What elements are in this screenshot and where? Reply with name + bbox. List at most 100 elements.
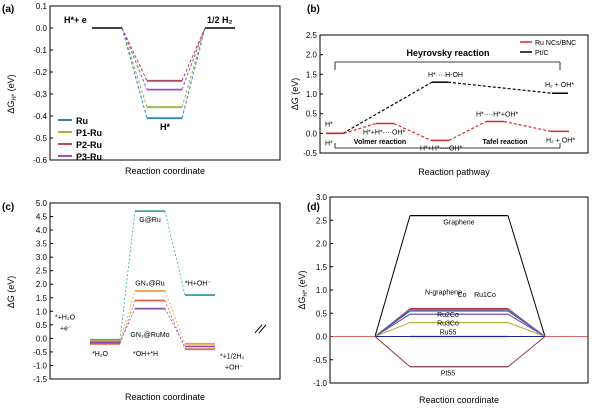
- connector-ptc: [447, 81, 553, 94]
- panel-label-a: (a): [2, 4, 14, 15]
- connector-Ru3Co: [507, 322, 546, 337]
- series-label: N-graphene: [425, 290, 462, 297]
- connector-Ru: [181, 27, 206, 119]
- chart-title: Heyrovsky reaction: [406, 48, 489, 58]
- connector: [164, 308, 186, 347]
- connector-P3-Ru: [121, 27, 148, 90]
- state-label: H₂ + OH*: [546, 137, 575, 144]
- connector-ptc: [342, 81, 433, 134]
- yticks-c: 5.0 4.5 4.0 3.5 3.0 2.5 2.0 1.5 1.0 0.5 0.0 -0.5 -1.…: [33, 199, 53, 384]
- state-label: H*: [160, 122, 170, 132]
- ytick-label: 1.0: [316, 286, 328, 295]
- series-label: Ru3Co: [437, 320, 459, 327]
- ytick-label: 4.5: [36, 213, 48, 222]
- bottom-label: Tafel reaction: [483, 139, 528, 146]
- panel-b: (b) ΔG (eV) Reaction pathway 2.5 2.0 1.5 1.…: [290, 4, 589, 177]
- ytick-label: 4.0: [36, 226, 48, 235]
- series-label: Pt55: [441, 371, 456, 378]
- ytick-label: -0.6: [33, 156, 47, 165]
- ytick-label: -0.5: [33, 348, 47, 357]
- state-label: *+H₂O: [55, 314, 76, 321]
- connector-P2-Ru: [181, 27, 206, 81]
- ytick-label: 1.5: [306, 70, 318, 79]
- state-label: *+1/2H₂: [220, 354, 245, 361]
- connector-Ru: [121, 27, 148, 119]
- connector-Graphene: [374, 215, 411, 337]
- ylabel-a: ΔGH* (eV): [6, 74, 18, 113]
- axis-break: [258, 324, 267, 334]
- ytick-label: 1.5: [36, 294, 48, 303]
- series-label: GN₃@RuMo: [130, 332, 169, 339]
- ytick-label: 3.0: [36, 253, 48, 262]
- panel-label-b: (b): [307, 4, 320, 15]
- ytick-label: 2.5: [306, 31, 318, 40]
- ytick-label: 0.0: [36, 334, 48, 343]
- ytick-label: -0.5: [313, 356, 327, 365]
- series-label: Ru55: [440, 330, 457, 337]
- ytick-label: 0.1: [36, 2, 48, 11]
- legend-label: P1-Ru: [76, 128, 102, 138]
- state-label: *H+OH⁻: [185, 281, 211, 288]
- series-label: GN₃@Ru: [135, 281, 165, 288]
- xlabel-d: Reaction coordinate: [419, 395, 499, 405]
- ytick-label: 0.0: [306, 129, 318, 138]
- state-label: +e⁻: [60, 325, 72, 332]
- state-label: H*····H*+OH*: [476, 112, 518, 119]
- ytick-label: -0.5: [303, 149, 317, 158]
- connector-Pt55: [507, 336, 546, 368]
- ytick-label: -0.4: [33, 112, 47, 121]
- yticks-a: 0.1 0.0 -0.1 -0.2 -0.3 -0.4 -0.5 -0.6: [33, 2, 53, 165]
- ytick-label: 0.0: [316, 333, 328, 342]
- ytick-label: 2.0: [316, 240, 328, 249]
- ytick-label: 0.5: [316, 309, 328, 318]
- connector-Ru2Co: [507, 313, 546, 337]
- legend-label: P3-Ru: [76, 152, 102, 162]
- connector-Ru2Co: [374, 313, 411, 337]
- connector-P1-Ru: [181, 27, 206, 108]
- xlabel-b: Reaction pathway: [418, 167, 490, 177]
- ytick-label: -1.0: [313, 379, 327, 388]
- ytick-label: 3.0: [316, 193, 328, 202]
- panel-label-c: (c): [2, 202, 14, 213]
- ytick-label: 0.5: [306, 110, 318, 119]
- connector-Ru3Co: [374, 322, 411, 337]
- state-label: +OH⁻: [225, 365, 244, 372]
- connector: [119, 211, 136, 340]
- bottom-label: Volmer reaction: [354, 139, 406, 146]
- axes-a: [49, 5, 281, 161]
- ytick-label: -0.1: [33, 46, 47, 55]
- connector-P1-Ru: [121, 27, 148, 108]
- connector: [164, 300, 186, 350]
- ytick-label: 0.5: [36, 321, 48, 330]
- series-label: Ru2Co: [437, 312, 459, 319]
- ylabel-d: ΔGH* (eV): [297, 270, 309, 309]
- ytick-label: 2.5: [316, 216, 328, 225]
- ytick-label: 5.0: [36, 199, 48, 208]
- legend-label: Ru NCs/BNC: [535, 40, 576, 47]
- legend-label: Pt/C: [535, 50, 549, 57]
- state-label: H*+H*····OH*: [363, 130, 405, 137]
- xlabel-a: Reaction coordinate: [125, 166, 205, 176]
- ytick-label: 1.0: [306, 90, 318, 99]
- ytick-label: 2.5: [36, 267, 48, 276]
- marks-b: Heyrovsky reaction Volmer reaction Tafel r…: [325, 40, 576, 152]
- connector-ru: [503, 120, 552, 132]
- connector: [119, 290, 136, 342]
- legend-label: Ru: [76, 116, 88, 126]
- series-label: Co: [458, 292, 467, 299]
- series-label: Ru1Co: [474, 292, 496, 299]
- legend-label: P2-Ru: [76, 140, 102, 150]
- state-label: H*: [325, 140, 333, 147]
- axis-break: [254, 324, 263, 334]
- marks-a: H*+ e 1/2 H₂ H* Ru P1-Ru P2-Ru P3-Ru: [58, 15, 235, 162]
- ytick-label: -1.5: [33, 375, 47, 384]
- marks-c: *+H₂O +e⁻ *H₂O *OH+*H *H+OH⁻ *+1/2H₂ +OH⁻ G@Ru G…: [55, 210, 267, 372]
- state-label: 1/2 H₂: [207, 15, 233, 25]
- ytick-label: 1.0: [36, 307, 48, 316]
- ytick-label: 1.5: [316, 263, 328, 272]
- panel-c: (c) ΔG (eV) Reaction coordinate 5.0 4.5 4.…: [2, 199, 281, 402]
- connector-Ru1Co: [507, 309, 546, 337]
- connector: [164, 211, 186, 296]
